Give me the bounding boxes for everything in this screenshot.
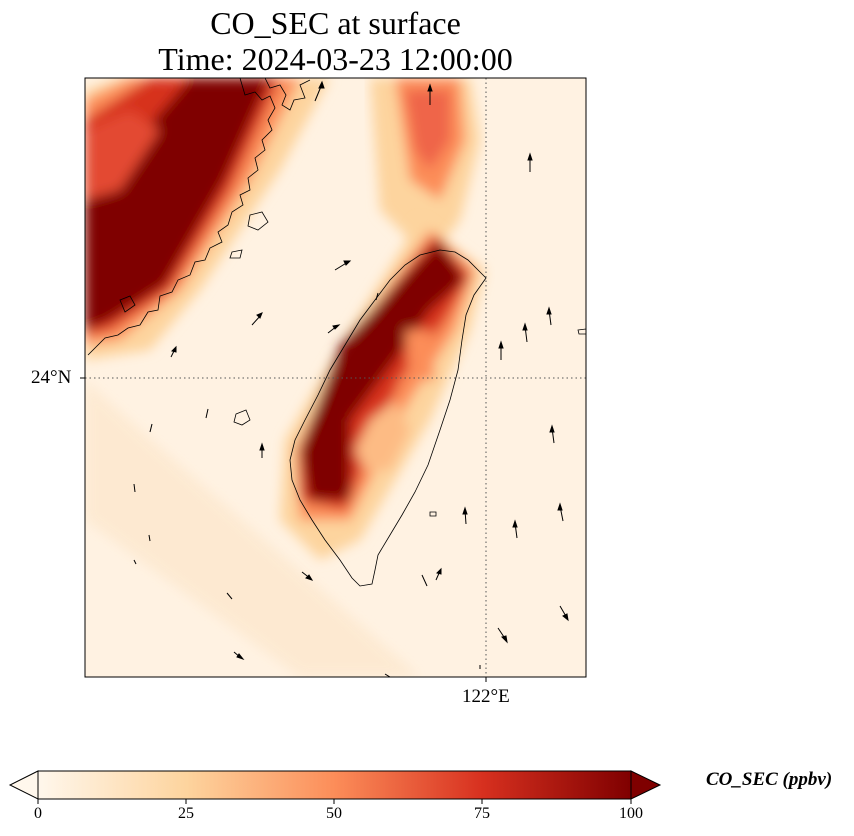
lon-label: 122°E: [462, 686, 510, 707]
colorbar-tick-label: 0: [34, 805, 42, 822]
colorbar: [8, 770, 662, 804]
concentration-field: [85, 78, 586, 677]
plot-title-line-1: CO_SEC at surface: [210, 5, 461, 41]
colorbar-tick-label: 50: [326, 805, 342, 822]
lat-label: 24°N: [31, 367, 72, 388]
colorbar-tick-label: 75: [474, 805, 490, 822]
coastlines: [87, 78, 586, 587]
colorbar-gradient: [37, 770, 632, 800]
plot-title-line-2: Time: 2024-03-23 12:00:00: [158, 41, 513, 77]
taiwan-coastline: [289, 249, 487, 587]
plume-northwest: [85, 78, 330, 360]
colorbar-tick-label: 100: [619, 805, 643, 822]
colorbar-tick-label: 25: [178, 805, 194, 822]
colorbar-extend-max: [630, 770, 662, 800]
colorbar-label: CO_SEC (ppbv): [706, 769, 833, 790]
plume-taiwan: [280, 220, 485, 560]
colorbar-extend-min: [8, 770, 39, 800]
wind-vectors: [133, 80, 569, 677]
graticule: [85, 78, 586, 677]
plume-north: [370, 78, 480, 260]
